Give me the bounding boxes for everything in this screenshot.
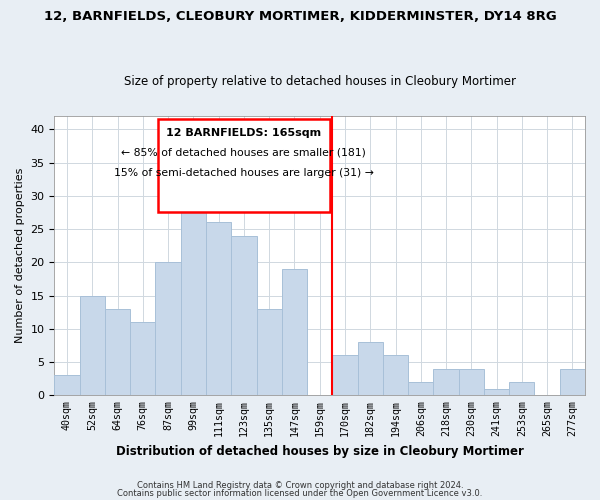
X-axis label: Distribution of detached houses by size in Cleobury Mortimer: Distribution of detached houses by size …: [116, 444, 524, 458]
Text: ← 85% of detached houses are smaller (181): ← 85% of detached houses are smaller (18…: [121, 148, 367, 158]
Bar: [231, 236, 257, 396]
Bar: [257, 309, 282, 396]
Bar: [358, 342, 383, 396]
Bar: [332, 356, 358, 396]
Bar: [560, 368, 585, 396]
Bar: [282, 269, 307, 396]
Text: 15% of semi-detached houses are larger (31) →: 15% of semi-detached houses are larger (…: [114, 168, 374, 177]
Bar: [130, 322, 155, 396]
Bar: [458, 368, 484, 396]
Y-axis label: Number of detached properties: Number of detached properties: [15, 168, 25, 344]
Bar: [181, 182, 206, 396]
Bar: [105, 309, 130, 396]
Text: 12, BARNFIELDS, CLEOBURY MORTIMER, KIDDERMINSTER, DY14 8RG: 12, BARNFIELDS, CLEOBURY MORTIMER, KIDDE…: [44, 10, 556, 23]
Text: Contains HM Land Registry data © Crown copyright and database right 2024.: Contains HM Land Registry data © Crown c…: [137, 481, 463, 490]
Bar: [408, 382, 433, 396]
Title: Size of property relative to detached houses in Cleobury Mortimer: Size of property relative to detached ho…: [124, 76, 516, 88]
Text: 12 BARNFIELDS: 165sqm: 12 BARNFIELDS: 165sqm: [166, 128, 322, 138]
Bar: [509, 382, 535, 396]
Bar: [55, 376, 80, 396]
Bar: [80, 296, 105, 396]
Bar: [206, 222, 231, 396]
Bar: [433, 368, 458, 396]
Bar: [484, 388, 509, 396]
Text: Contains public sector information licensed under the Open Government Licence v3: Contains public sector information licen…: [118, 488, 482, 498]
Bar: [155, 262, 181, 396]
FancyBboxPatch shape: [158, 120, 330, 212]
Bar: [383, 356, 408, 396]
